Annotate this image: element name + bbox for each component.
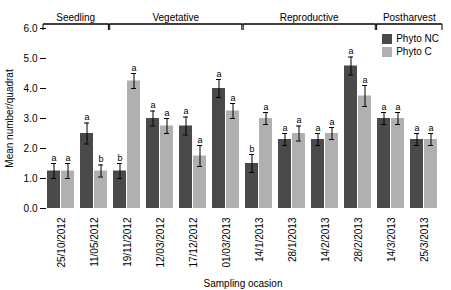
svg-text:11/05/2012: 11/05/2012 [89,217,100,267]
svg-text:Sampling ocasion: Sampling ocasion [204,278,283,289]
svg-text:Mean number/quadrat: Mean number/quadrat [4,69,15,168]
svg-text:a: a [84,112,89,122]
svg-text:Seedling: Seedling [56,12,95,23]
svg-text:a: a [131,63,136,73]
svg-text:a: a [381,102,386,112]
svg-text:a: a [51,153,56,163]
svg-text:28/2/2013: 28/2/2013 [353,217,364,262]
svg-text:b: b [98,154,103,164]
svg-text:2.0: 2.0 [24,143,38,154]
svg-text:12/03/2012: 12/03/2012 [155,217,166,267]
html-text:Phyto C: Phyto C [396,46,432,57]
svg-text:19/11/2012: 19/11/2012 [122,217,133,267]
svg-text:a: a [348,46,353,56]
svg-text:a: a [296,115,301,125]
svg-text:17/12/2012: 17/12/2012 [188,217,199,267]
svg-text:a: a [329,117,334,127]
svg-text:1.0: 1.0 [24,173,38,184]
svg-text:25/10/2012: 25/10/2012 [56,217,67,267]
svg-text:14/2/2013: 14/2/2013 [320,217,331,262]
svg-text:a: a [362,75,367,85]
svg-text:14/1/2013: 14/1/2013 [254,217,265,262]
svg-text:a: a [315,123,320,133]
svg-text:4.0: 4.0 [24,83,38,94]
svg-text:a: a [230,93,235,103]
svg-text:25/3/2013: 25/3/2013 [419,217,430,262]
svg-text:b: b [249,144,254,154]
svg-text:a: a [164,108,169,118]
svg-text:3.0: 3.0 [24,113,38,124]
svg-text:a: a [150,100,155,110]
svg-text:28/1/2013: 28/1/2013 [287,217,298,262]
svg-text:b: b [117,153,122,163]
svg-text:0.0: 0.0 [24,203,38,214]
svg-text:a: a [183,106,188,116]
svg-text:a: a [216,69,221,79]
svg-text:Postharvest: Postharvest [383,12,436,23]
svg-text:a: a [282,123,287,133]
svg-text:Vegetative: Vegetative [152,12,199,23]
svg-text:5.0: 5.0 [24,53,38,64]
svg-text:a: a [395,102,400,112]
svg-text:14/3/2013: 14/3/2013 [386,217,397,262]
svg-text:a: a [414,123,419,133]
svg-text:Reproductive: Reproductive [280,12,339,23]
svg-text:a: a [197,135,202,145]
svg-text:6.0: 6.0 [24,23,38,34]
svg-text:a: a [65,153,70,163]
html-text:Phyto NC: Phyto NC [396,33,439,44]
svg-text:a: a [428,123,433,133]
svg-text:01/03/2013: 01/03/2013 [221,217,232,267]
svg-text:a: a [263,102,268,112]
